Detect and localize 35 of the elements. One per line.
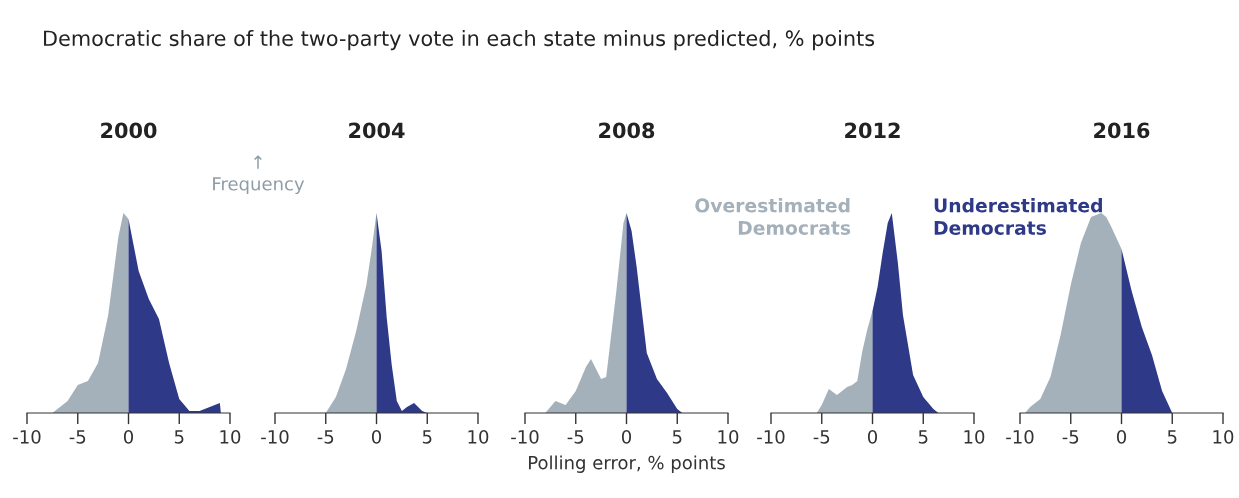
x-tick-label: -10 [261,429,289,444]
x-tick-label: -5 [1062,430,1079,444]
x-tick-label: 10 [718,429,739,444]
x-tick-label: 0 [621,429,632,444]
annotation: Underestimated Democrats [934,198,1102,235]
x-tick-label: -5 [317,430,334,444]
text: ↑ Frequency [213,155,305,195]
x-axis-title: Polling error, % points [529,455,725,473]
chart-title: 2004 [349,122,405,139]
x-tick-label: 0 [867,429,878,444]
x-tick-label: 5 [918,430,928,444]
x-tick-label: 10 [964,429,985,444]
x-tick-label: 0 [123,429,134,444]
x-tick-label: -10 [511,429,539,444]
x-tick-label: -10 [757,429,785,444]
text: Democratic share of the two-party vote in each state minus predicted, % points [44,30,875,51]
x-tick-label: 5 [174,430,184,444]
x-tick-label: -5 [567,430,584,444]
x-tick-label: 5 [422,430,432,444]
x-tick-label: 10 [1213,429,1234,444]
chart-title: 2016 [1094,122,1150,139]
chart-title: 2012 [845,122,900,139]
x-tick-label: 10 [468,429,489,444]
x-tick-label: -5 [813,430,830,444]
x-tick-label: -10 [1006,429,1034,444]
x-tick-label: 0 [1116,429,1127,444]
x-tick-label: 10 [220,429,241,444]
x-tick-label: 5 [672,430,682,444]
x-tick-label: 0 [371,429,382,444]
x-tick-label: -5 [69,430,86,444]
x-tick-label: 5 [1167,430,1177,444]
chart-title: 2008 [599,122,655,139]
chart-title: 2000 [101,122,157,139]
x-tick-label: -10 [13,429,41,444]
annotation: Overestimated Democrats [695,198,851,235]
